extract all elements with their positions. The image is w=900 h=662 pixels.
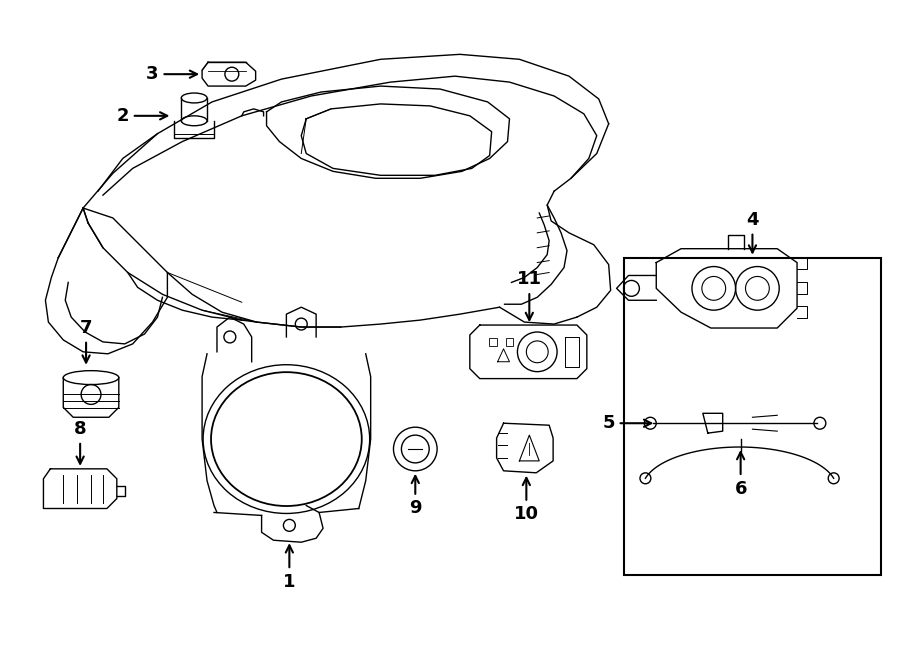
Text: 4: 4 bbox=[746, 211, 759, 252]
Text: 6: 6 bbox=[734, 452, 747, 498]
Bar bbox=[506, 338, 514, 346]
Text: 11: 11 bbox=[517, 271, 542, 320]
Bar bbox=[624, 258, 881, 575]
Text: 2: 2 bbox=[116, 107, 167, 125]
Text: 5: 5 bbox=[602, 414, 652, 432]
Bar bbox=[489, 338, 497, 346]
Text: 1: 1 bbox=[284, 545, 295, 591]
Text: 8: 8 bbox=[74, 420, 86, 463]
Text: 10: 10 bbox=[514, 478, 539, 524]
Text: 7: 7 bbox=[80, 319, 93, 363]
Text: 3: 3 bbox=[147, 65, 197, 83]
Text: 9: 9 bbox=[409, 476, 421, 518]
